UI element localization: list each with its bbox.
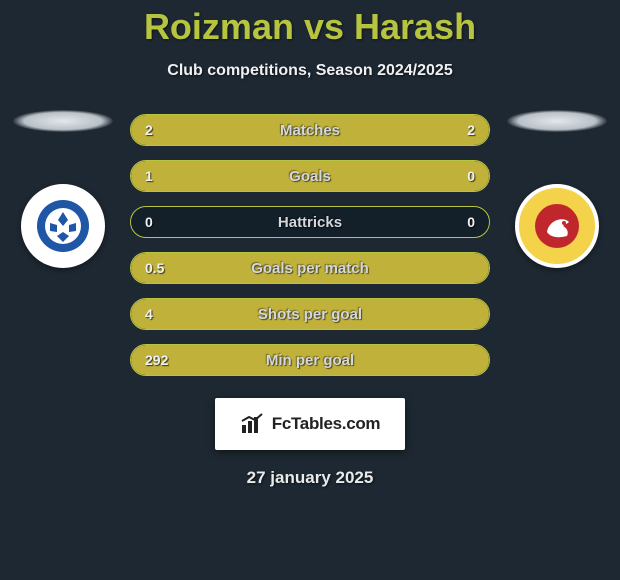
comparison-content: 22Matches 10Goals 0 0Hattricks 0.5Goals per …	[0, 100, 620, 488]
stat-bar-left	[131, 161, 400, 191]
stat-row: 4Shots per goal	[130, 298, 490, 330]
stat-rows: 22Matches 10Goals 0 0Hattricks 0.5Goals per …	[130, 100, 490, 376]
stat-bar-right	[310, 115, 489, 145]
stat-bar-left	[131, 253, 489, 283]
stat-row: 0 0Hattricks	[130, 206, 490, 238]
stat-row: 10Goals	[130, 160, 490, 192]
date: 27 january 2025	[0, 468, 620, 488]
left-club-badge	[21, 184, 105, 268]
right-player-column	[502, 100, 612, 268]
page-subtitle: Club competitions, Season 2024/2025	[0, 62, 620, 80]
page-title: Roizman vs Harash	[0, 0, 620, 48]
stat-value-right: 0	[467, 207, 475, 237]
stat-bar-left	[131, 115, 310, 145]
stat-value-left: 0	[145, 207, 153, 237]
stat-row: 22Matches	[130, 114, 490, 146]
stat-label: Hattricks	[131, 207, 489, 237]
stat-row: 0.5Goals per match	[130, 252, 490, 284]
stat-row: 292Min per goal	[130, 344, 490, 376]
bird-icon	[529, 198, 585, 254]
soccer-ball-icon	[35, 198, 91, 254]
stat-bar-right	[400, 161, 490, 191]
left-player-column	[8, 100, 118, 268]
brand-box: FcTables.com	[215, 398, 405, 450]
stat-bar-left	[131, 299, 489, 329]
right-player-silhouette	[507, 110, 607, 132]
brand-text: FcTables.com	[272, 414, 381, 434]
stat-bar-left	[131, 345, 489, 375]
right-club-badge	[515, 184, 599, 268]
left-player-silhouette	[13, 110, 113, 132]
brand-chart-icon	[240, 411, 266, 437]
